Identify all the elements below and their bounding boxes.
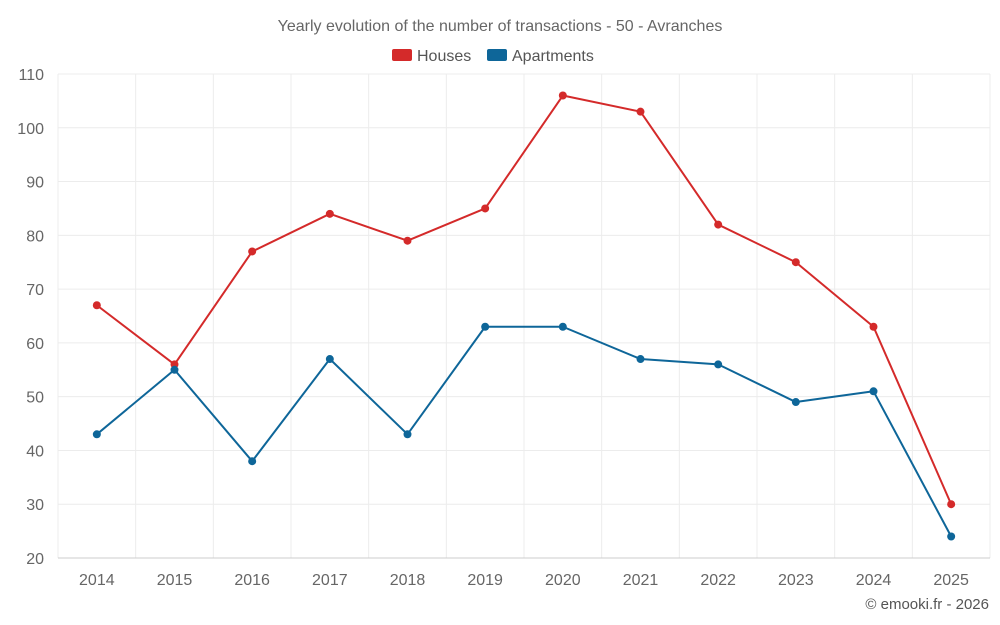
y-tick-label: 90 [26, 175, 44, 192]
data-point-houses-2022[interactable] [714, 220, 723, 229]
series-line-apartments [96, 325, 953, 537]
x-tick-label: 2015 [157, 572, 193, 589]
data-point-apartments-2021[interactable] [636, 355, 645, 364]
y-tick-label: 110 [18, 67, 44, 84]
x-tick-label: 2021 [623, 572, 659, 589]
y-tick-label: 50 [26, 390, 44, 407]
data-point-houses-2014[interactable] [92, 301, 101, 310]
data-point-houses-2016[interactable] [248, 247, 257, 256]
data-point-apartments-2018[interactable] [403, 430, 412, 439]
x-tick-label: 2016 [234, 572, 270, 589]
legend-label-apartments[interactable]: Apartments [512, 48, 594, 65]
data-point-houses-2019[interactable] [481, 204, 490, 213]
x-tick-label: 2023 [778, 572, 814, 589]
y-tick-label: 60 [26, 336, 44, 353]
y-axis: 20 30 40 50 60 70 80 90 100 110 [17, 67, 44, 568]
x-tick-label: 2025 [933, 572, 969, 589]
data-point-houses-2021[interactable] [636, 107, 645, 116]
y-tick-label: 70 [26, 282, 44, 299]
chart-title: Yearly evolution of the number of transa… [278, 18, 723, 35]
data-point-houses-2025[interactable] [947, 500, 956, 509]
data-point-apartments-2020[interactable] [558, 322, 567, 331]
series [92, 91, 956, 541]
x-tick-label: 2018 [390, 572, 426, 589]
x-tick-label: 2019 [467, 572, 503, 589]
credit-text: © emooki.fr - 2026 [865, 596, 989, 613]
x-tick-label: 2022 [700, 572, 736, 589]
x-tick-label: 2020 [545, 572, 581, 589]
data-point-apartments-2019[interactable] [481, 322, 490, 331]
data-point-houses-2023[interactable] [791, 258, 800, 267]
data-point-apartments-2015[interactable] [170, 365, 179, 374]
data-point-apartments-2023[interactable] [791, 398, 800, 407]
data-point-apartments-2014[interactable] [92, 430, 101, 439]
grid [57, 73, 991, 559]
y-tick-label: 80 [26, 228, 44, 245]
y-tick-label: 100 [17, 121, 44, 138]
data-point-houses-2018[interactable] [403, 236, 412, 245]
data-point-houses-2020[interactable] [558, 91, 567, 100]
series-line-houses [96, 94, 953, 505]
legend-label-houses[interactable]: Houses [417, 48, 471, 65]
x-tick-label: 2014 [79, 572, 115, 589]
y-tick-label: 40 [26, 443, 44, 460]
data-point-apartments-2024[interactable] [869, 387, 878, 396]
legend: Houses Apartments [392, 48, 594, 65]
y-tick-label: 30 [26, 497, 44, 514]
x-axis: 2014 2015 2016 2017 2018 2019 2020 2021 2022 2023… [79, 572, 969, 589]
legend-swatch-houses [392, 49, 412, 61]
data-point-apartments-2016[interactable] [248, 457, 257, 466]
data-point-apartments-2022[interactable] [714, 360, 723, 369]
x-tick-label: 2017 [312, 572, 348, 589]
legend-swatch-apartments [487, 49, 507, 61]
data-point-apartments-2025[interactable] [947, 532, 956, 541]
y-tick-label: 20 [26, 551, 44, 568]
data-point-houses-2017[interactable] [325, 209, 334, 218]
x-tick-label: 2024 [856, 572, 892, 589]
data-point-apartments-2017[interactable] [325, 355, 334, 364]
data-point-houses-2024[interactable] [869, 322, 878, 331]
